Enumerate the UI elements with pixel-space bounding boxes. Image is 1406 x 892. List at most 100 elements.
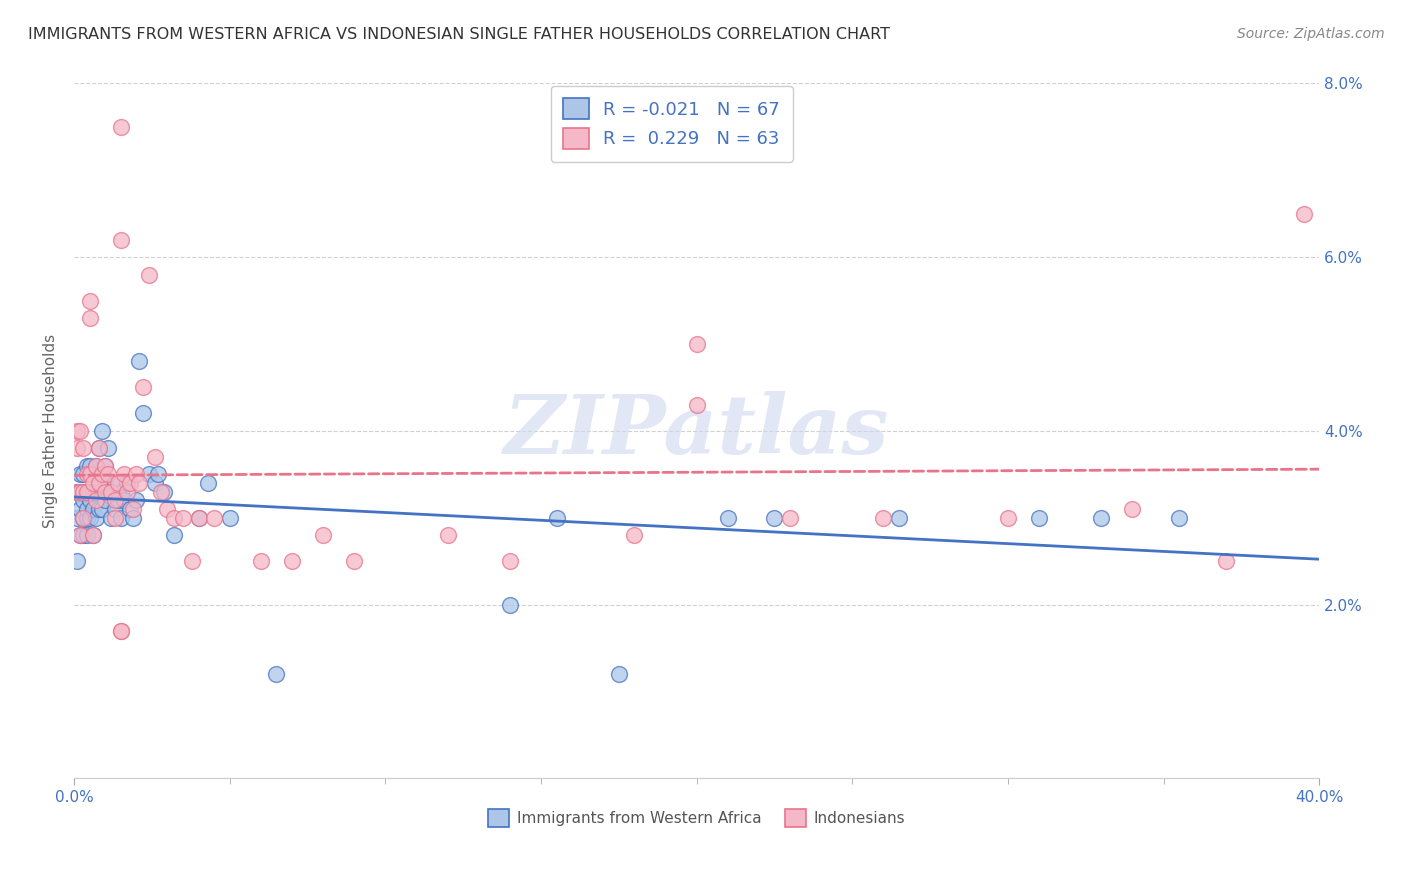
Point [685,398,707,412]
Point [82,528,104,542]
Point [76,528,98,542]
Point [103,510,125,524]
Point [1028,510,1050,524]
Point [94,484,117,499]
Point [120,502,142,516]
Point [112,467,135,482]
Point [69,502,91,516]
Legend: Immigrants from Western Africa, Indonesians: Immigrants from Western Africa, Indonesi… [482,804,911,833]
Point [115,484,138,499]
Point [1215,554,1237,568]
Point [76,458,98,473]
Point [72,510,94,524]
Point [69,528,91,542]
Point [66,554,89,568]
Point [115,475,138,490]
Point [153,484,176,499]
Point [69,424,91,438]
Point [125,493,148,508]
Point [110,120,132,134]
Point [138,467,160,482]
Point [82,528,104,542]
Point [91,467,114,482]
Point [623,528,645,542]
Point [97,441,120,455]
Point [312,528,335,542]
Point [138,268,160,282]
Point [66,484,89,499]
Point [156,502,179,516]
Point [107,493,129,508]
Point [76,510,98,524]
Point [1292,207,1315,221]
Point [94,475,117,490]
Point [125,467,148,482]
Point [122,510,145,524]
Point [79,293,101,308]
Point [84,510,107,524]
Point [266,667,288,681]
Point [131,380,153,394]
Point [79,310,101,325]
Point [91,424,114,438]
Point [110,233,132,247]
Point [436,528,458,542]
Text: ZIPatlas: ZIPatlas [503,391,890,471]
Point [499,554,522,568]
Text: Source: ZipAtlas.com: Source: ZipAtlas.com [1237,27,1385,41]
Point [128,475,150,490]
Point [717,510,740,524]
Point [79,458,101,473]
Point [72,467,94,482]
Point [87,441,110,455]
Point [143,450,166,464]
Point [343,554,366,568]
Point [66,441,89,455]
Text: IMMIGRANTS FROM WESTERN AFRICA VS INDONESIAN SINGLE FATHER HOUSEHOLDS CORRELATIO: IMMIGRANTS FROM WESTERN AFRICA VS INDONE… [28,27,890,42]
Point [87,441,110,455]
Point [84,458,107,473]
Point [218,510,240,524]
Point [69,484,91,499]
Point [499,598,522,612]
Point [146,467,169,482]
Point [69,467,91,482]
Point [150,484,173,499]
Point [103,502,125,516]
Point [143,475,166,490]
Point [66,484,89,499]
Y-axis label: Single Father Households: Single Father Households [44,334,58,528]
Point [91,502,114,516]
Point [112,493,135,508]
Point [97,467,120,482]
Point [72,493,94,508]
Point [110,624,132,638]
Point [202,510,225,524]
Point [281,554,304,568]
Point [187,510,209,524]
Point [1121,502,1143,516]
Point [94,493,117,508]
Point [82,484,104,499]
Point [79,493,101,508]
Point [103,493,125,508]
Point [250,554,273,568]
Point [110,624,132,638]
Point [79,510,101,524]
Point [97,484,120,499]
Point [76,502,98,516]
Point [94,458,117,473]
Point [69,484,91,499]
Point [84,493,107,508]
Point [997,510,1019,524]
Point [110,484,132,499]
Point [763,510,786,524]
Point [66,424,89,438]
Point [72,484,94,499]
Point [72,484,94,499]
Point [84,484,107,499]
Point [72,510,94,524]
Point [163,528,186,542]
Point [79,467,101,482]
Point [122,502,145,516]
